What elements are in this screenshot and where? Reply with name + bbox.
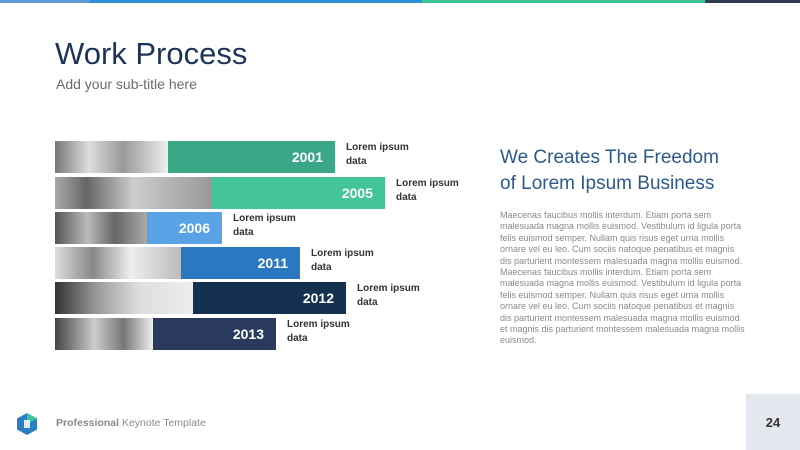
year-label: 2005 <box>341 185 373 201</box>
year-label: 2001 <box>291 149 323 165</box>
page-box <box>746 394 800 450</box>
timeline-row: 2012 Lorem ipsum data <box>55 282 426 314</box>
bar: 2011 <box>181 247 300 279</box>
photo <box>55 212 147 244</box>
top-bar <box>90 0 422 3</box>
title: Work Process <box>55 36 248 71</box>
top-bar <box>0 0 90 3</box>
timeline-row: 2006 Lorem ipsum data <box>55 212 302 244</box>
row-label: Lorem ipsum data <box>287 319 350 344</box>
brand-rest: Keynote Template <box>121 417 206 429</box>
year-label: 2006 <box>178 220 210 236</box>
year-label: 2012 <box>302 290 334 306</box>
row-label: Lorem ipsum data <box>233 213 296 238</box>
photo <box>55 282 193 314</box>
row-label: Lorem ipsum data <box>346 142 409 167</box>
photo <box>55 247 181 279</box>
photo <box>55 141 168 173</box>
top-bar <box>422 0 705 3</box>
bar: 2013 <box>153 318 276 350</box>
heading-line: of Lorem Ipsum Business <box>500 173 715 194</box>
row-label: Lorem ipsum data <box>357 283 420 308</box>
page-number: 24 <box>765 415 781 430</box>
timeline-row: 2005 Lorem ipsum data <box>55 177 465 209</box>
photo <box>55 318 153 350</box>
bar: 2001 <box>168 141 335 173</box>
footer-brand: Professional Keynote Template <box>56 417 206 429</box>
row-label: Lorem ipsum data <box>396 178 459 203</box>
bar: 2005 <box>212 177 385 209</box>
timeline-row: 2001 Lorem ipsum data <box>55 141 415 173</box>
top-bar <box>705 0 800 3</box>
subtitle: Add your sub-title here <box>56 76 197 92</box>
bar: 2006 <box>147 212 222 244</box>
heading: We Creates The Freedom of Lorem Ipsum Bu… <box>500 145 760 197</box>
logo <box>17 413 37 435</box>
year-label: 2013 <box>232 326 264 342</box>
brand-bold: Professional <box>56 417 120 429</box>
heading-line: We Creates The Freedom <box>500 147 719 168</box>
timeline-row: 2013 Lorem ipsum data <box>55 318 356 350</box>
row-label: Lorem ipsum data <box>311 248 374 273</box>
body-text: Maecenas faucibus mollis interdum. Etiam… <box>500 210 745 346</box>
bar: 2012 <box>193 282 346 314</box>
year-label: 2011 <box>257 255 288 271</box>
photo <box>55 177 212 209</box>
timeline-row: 2011 Lorem ipsum data <box>55 247 380 279</box>
